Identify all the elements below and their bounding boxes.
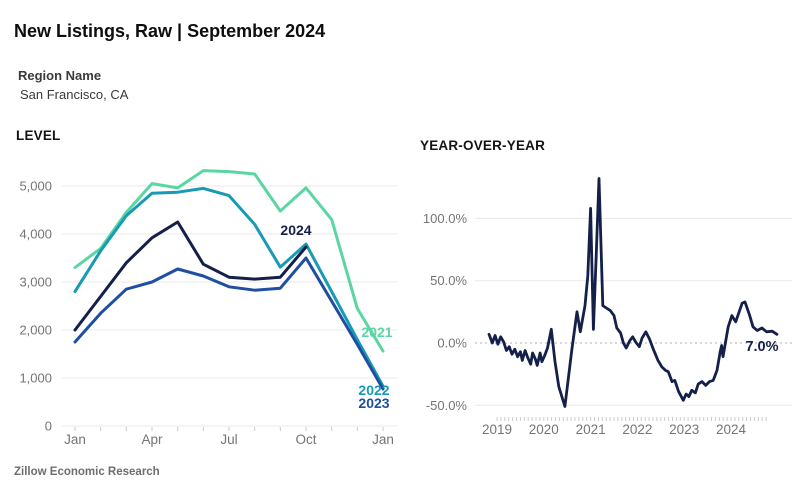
series-label-2021: 2021 xyxy=(361,324,392,340)
series-line-2022 xyxy=(73,186,385,388)
y-tick-label: 50.0% xyxy=(430,273,467,288)
x-tick-label: 2020 xyxy=(529,422,559,437)
y-tick-label: 1,000 xyxy=(19,371,52,386)
yoy-line xyxy=(487,177,779,408)
y-tick-label: 4,000 xyxy=(19,227,52,242)
series-line-2023 xyxy=(73,256,385,391)
y-tick-label: 3,000 xyxy=(19,275,52,290)
series-label-2024: 2024 xyxy=(280,222,311,238)
region-name-value: San Francisco, CA xyxy=(20,87,129,102)
x-tick-label: 2022 xyxy=(622,422,652,437)
y-tick-label: 5,000 xyxy=(19,179,52,194)
series-label-2022: 2022 xyxy=(358,382,389,398)
series-line-2021 xyxy=(73,169,385,353)
end-value-label: 7.0% xyxy=(745,339,778,355)
region-name-label: Region Name xyxy=(18,68,102,83)
level-chart: 0 1,000 2,000 3,000 4,000 5,000 Jan Apr Jul Oct Ja… xyxy=(19,169,398,447)
x-tick-label: 2024 xyxy=(716,422,747,437)
x-tick-label: 2021 xyxy=(576,422,606,437)
x-tick-label: Oct xyxy=(295,432,316,447)
level-chart-title: LEVEL xyxy=(16,128,61,143)
x-tick-label: Jan xyxy=(64,432,86,447)
y-tick-label: 0 xyxy=(45,419,52,434)
yoy-chart-title: YEAR-OVER-YEAR xyxy=(420,138,546,153)
y-tick-label: 0.0% xyxy=(437,336,467,351)
x-tick-label: Apr xyxy=(141,432,163,447)
yoy-chart: 100.0% 50.0% 0.0% -50.0% 2019 2020 2021 2022 202… xyxy=(423,177,792,437)
x-tick-label: Jul xyxy=(220,432,237,447)
series-label-2023: 2023 xyxy=(358,395,389,411)
x-tick-label: Jan xyxy=(372,432,394,447)
source-credit: Zillow Economic Research xyxy=(14,466,160,478)
x-tick-label: 2023 xyxy=(669,422,699,437)
x-tick-label: 2019 xyxy=(482,422,512,437)
y-tick-label: -50.0% xyxy=(426,398,468,413)
y-tick-label: 2,000 xyxy=(19,323,52,338)
y-tick-label: 100.0% xyxy=(423,211,468,226)
page-title: New Listings, Raw | September 2024 xyxy=(14,21,326,41)
series-line-2024 xyxy=(73,220,308,332)
